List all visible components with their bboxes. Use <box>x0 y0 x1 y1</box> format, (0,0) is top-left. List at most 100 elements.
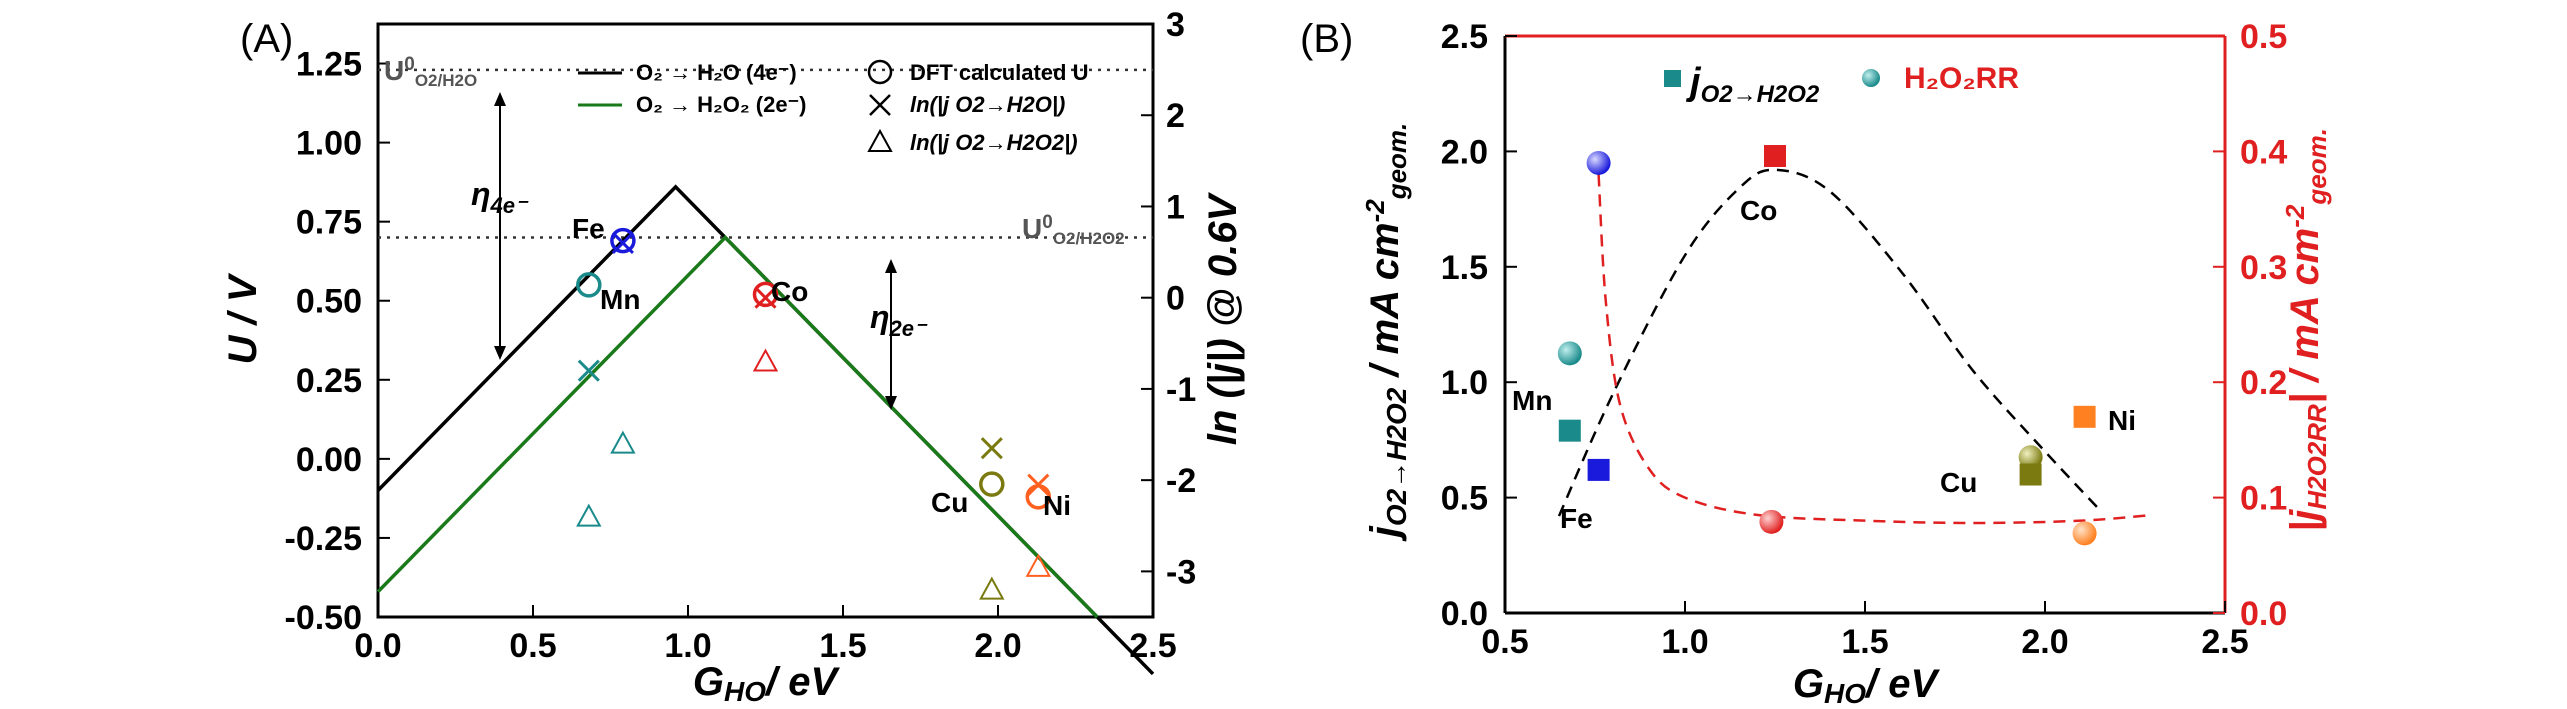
panel-b-label: (B) <box>1300 17 1353 61</box>
label-cu-a: Cu <box>931 487 968 518</box>
dft-circle-mn <box>576 272 602 298</box>
panel-b-x-ticks: 0.5 1.0 1.5 2.0 2.5 <box>1481 601 2249 661</box>
panel-a-x-ticks: 0.0 0.5 1.0 1.5 2.0 2.5 <box>354 605 1177 665</box>
legend-j-label: jO2→H2O2 <box>1685 61 1820 108</box>
panel-b-y-tick-label: 1.0 <box>1441 364 1488 402</box>
label-mn-a: Mn <box>600 284 640 315</box>
legend-text-ln-h2o: ln(|j O2→H2O|) <box>910 92 1065 117</box>
square-j-mn <box>1558 419 1581 442</box>
panel-b-y2-tick-label: 0.5 <box>2240 18 2287 56</box>
panel-b-x-tick-label: 2.0 <box>2021 623 2068 661</box>
panel-a-x-tick-label: 1.5 <box>819 627 866 665</box>
legend-text-ln-h2o2: ln(|j O2→H2O2|) <box>910 130 1078 155</box>
panel-b-x-tick-label: 0.5 <box>1481 623 1528 661</box>
ball-h2o2rr-fe <box>1586 150 1611 175</box>
panel-a-y2-ticks: -3 -2 -1 0 1 2 3 <box>1141 6 1196 591</box>
eta-4e-arrow <box>494 92 506 360</box>
panel-a-points <box>576 227 1052 600</box>
panel-a-y2-tick-label: 1 <box>1166 188 1185 226</box>
panel-a-x-tick-label: 1.0 <box>664 627 711 665</box>
panel-a-x-tick-label: 0.0 <box>354 627 401 665</box>
square-j-ni <box>2073 405 2096 428</box>
legend-ball-icon <box>1862 69 1880 87</box>
panel-b-points <box>1557 145 2097 546</box>
panel-a-y-tick-label: -0.25 <box>285 520 363 558</box>
panel-b-y-title: jO2→H2O2 / mA cm-2geom. <box>1360 123 1412 543</box>
legend-x-icon <box>869 94 891 116</box>
ln-h2o2-triangle-cu <box>979 576 1005 600</box>
panel-b-y-tick-label: 0.5 <box>1441 480 1488 518</box>
panel-a-y2-tick-label: 2 <box>1166 97 1185 135</box>
square-j-co <box>1764 145 1786 168</box>
dft-circle-co <box>752 281 779 308</box>
panel-a-y2-tick-label: 3 <box>1166 6 1185 44</box>
series-line-4e <box>376 184 1155 676</box>
ln-h2o2-triangle-mn <box>610 430 636 454</box>
panel-a-y-tick-label: 0.00 <box>296 441 362 479</box>
panel-a-x-tick-label: 2.0 <box>974 627 1021 665</box>
eta-4e-label: η4e⁻ <box>471 176 529 218</box>
panel-b: (B) 0.5 1.0 1.5 2.0 2.5 0.00.51.01.52.02.5 0… <box>1300 17 2332 709</box>
label-co-a: Co <box>771 276 808 307</box>
ball-h2o2rr-ni <box>2072 521 2097 546</box>
panel-a-x-title: GHO/ eV <box>693 660 841 707</box>
ln-h2o-x-cu <box>980 437 1003 460</box>
panel-b-y-tick-label: 1.5 <box>1441 249 1488 287</box>
panel-b-x-tick-label: 1.5 <box>1841 623 1888 661</box>
panel-a-y-tick-label: -0.50 <box>285 599 363 637</box>
label-ni-a: Ni <box>1043 490 1071 521</box>
panel-a-reference-lines <box>378 68 1153 239</box>
legend-circle-icon <box>867 59 893 85</box>
square-j-cu <box>2019 463 2042 486</box>
legend-square-icon <box>1664 70 1681 87</box>
panel-a-y2-title: ln (|j|) @ 0.6V <box>1201 192 1245 446</box>
panel-b-x-tick-label: 2.5 <box>2201 623 2248 661</box>
panel-b-x-tick-label: 1.0 <box>1661 623 1708 661</box>
legend-text-2e: O₂ → H₂O₂ (2e⁻) <box>636 92 807 117</box>
panel-a-y-tick-label: 1.25 <box>296 46 362 84</box>
ln-h2o-x-fe <box>611 231 634 255</box>
eta-2e-arrow <box>885 259 897 410</box>
fit-curve-h2o2rr <box>1597 174 2154 525</box>
panel-a-y-ticks: -0.50 -0.25 0.00 0.25 0.50 0.75 1.00 1.25 <box>285 46 390 637</box>
legend-h2o2rr-label: H₂O₂RR <box>1904 62 2019 95</box>
ln-h2o-x-ni <box>1027 473 1050 496</box>
label-mn-b: Mn <box>1512 385 1552 416</box>
ln-h2o-x-mn <box>577 359 600 382</box>
panel-b-y-tick-label: 0.0 <box>1441 595 1488 633</box>
panel-a-y2-tick-label: 0 <box>1166 280 1185 318</box>
series-line-2e <box>376 234 1099 619</box>
panel-b-x-title: GHO/ eV <box>1793 662 1941 709</box>
eta-2e-label: η2e⁻ <box>870 299 928 341</box>
ln-h2o2-triangle-mn <box>576 503 602 527</box>
ball-h2o2rr-mn <box>1557 341 1582 366</box>
panel-b-y2-title: |jH2O2RR| / mA cm-2geom. <box>2280 128 2332 532</box>
panel-b-y2-tick-label: 0.4 <box>2240 133 2287 171</box>
panel-a-legend: O₂ → H₂O (4e⁻) O₂ → H₂O₂ (2e⁻) DFT calcu… <box>578 59 1088 155</box>
ref-label-o2-h2o2: U0O2/H2O2 <box>1022 212 1125 248</box>
panel-a-frame <box>376 22 1155 619</box>
label-ni-b: Ni <box>2108 405 2136 436</box>
panel-b-legend: jO2→H2O2 H₂O₂RR <box>1664 61 2019 108</box>
panel-b-y2-ticks: 0.0 0.1 0.2 0.3 0.4 0.5 <box>2213 18 2287 633</box>
panel-a-label: (A) <box>240 17 293 61</box>
panel-a-y2-tick-label: -1 <box>1166 371 1196 409</box>
panel-b-y2-tick-label: 0.1 <box>2240 480 2287 518</box>
dft-circle-fe <box>610 227 636 254</box>
ln-h2o2-triangle-ni <box>1025 553 1051 577</box>
legend-text-4e: O₂ → H₂O (4e⁻) <box>636 60 797 85</box>
panel-b-y2-tick-label: 0.3 <box>2240 249 2287 287</box>
panel-b-y2-tick-label: 0.0 <box>2240 595 2287 633</box>
label-co-b: Co <box>1740 195 1777 226</box>
ref-label-o2-h2o: U0O2/H2O <box>384 54 477 90</box>
panel-a-y2-tick-label: -2 <box>1166 462 1196 500</box>
panel-b-y-tick-label: 2.5 <box>1441 18 1488 56</box>
panel-a-y-tick-label: 0.25 <box>296 362 362 400</box>
panel-a-x-tick-label: 0.5 <box>509 627 556 665</box>
panel-a-y-tick-label: 1.00 <box>296 125 362 163</box>
ball-h2o2rr-cu <box>2018 445 2043 470</box>
ball-h2o2rr-co <box>1759 509 1784 534</box>
label-cu-b: Cu <box>1940 467 1977 498</box>
panel-a-y-title: U / V <box>221 272 265 364</box>
panel-b-y-ticks: 0.0 0.5 1.0 1.5 2.0 2.5 <box>1441 18 1517 633</box>
